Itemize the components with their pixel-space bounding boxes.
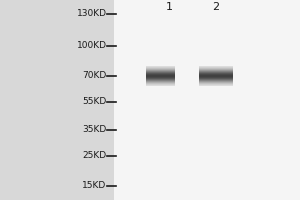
Bar: [199, 84, 233, 85]
Bar: [146, 80, 175, 81]
Bar: [146, 72, 175, 73]
Bar: [199, 83, 233, 84]
Bar: [146, 78, 175, 79]
Bar: [146, 85, 175, 86]
Bar: [114, 0, 300, 200]
Bar: [199, 78, 233, 79]
Bar: [146, 73, 175, 74]
Text: 15KD: 15KD: [82, 182, 106, 190]
Bar: [146, 66, 175, 67]
Bar: [199, 66, 233, 67]
Bar: [146, 70, 175, 71]
Bar: [146, 68, 175, 69]
Text: 1: 1: [166, 2, 173, 12]
Bar: [199, 75, 233, 76]
Bar: [199, 82, 233, 83]
Bar: [199, 68, 233, 69]
Bar: [146, 82, 175, 83]
Bar: [146, 75, 175, 76]
Bar: [146, 77, 175, 78]
Bar: [199, 73, 233, 74]
Text: 25KD: 25KD: [82, 152, 106, 160]
Text: 35KD: 35KD: [82, 126, 106, 134]
Bar: [199, 74, 233, 75]
Bar: [146, 83, 175, 84]
Bar: [199, 79, 233, 80]
Bar: [146, 67, 175, 68]
Text: 130KD: 130KD: [76, 9, 106, 19]
Bar: [199, 72, 233, 73]
Bar: [199, 69, 233, 70]
Bar: [199, 85, 233, 86]
Bar: [199, 77, 233, 78]
Bar: [199, 71, 233, 72]
Bar: [146, 74, 175, 75]
Bar: [146, 79, 175, 80]
Bar: [199, 80, 233, 81]
Text: 100KD: 100KD: [76, 42, 106, 50]
Text: 55KD: 55KD: [82, 98, 106, 106]
Bar: [146, 69, 175, 70]
Bar: [199, 67, 233, 68]
Bar: [146, 81, 175, 82]
Bar: [199, 70, 233, 71]
Text: 70KD: 70KD: [82, 72, 106, 80]
Bar: [146, 84, 175, 85]
Bar: [199, 81, 233, 82]
Bar: [146, 71, 175, 72]
Bar: [199, 76, 233, 77]
Bar: [146, 76, 175, 77]
Text: 2: 2: [212, 2, 220, 12]
